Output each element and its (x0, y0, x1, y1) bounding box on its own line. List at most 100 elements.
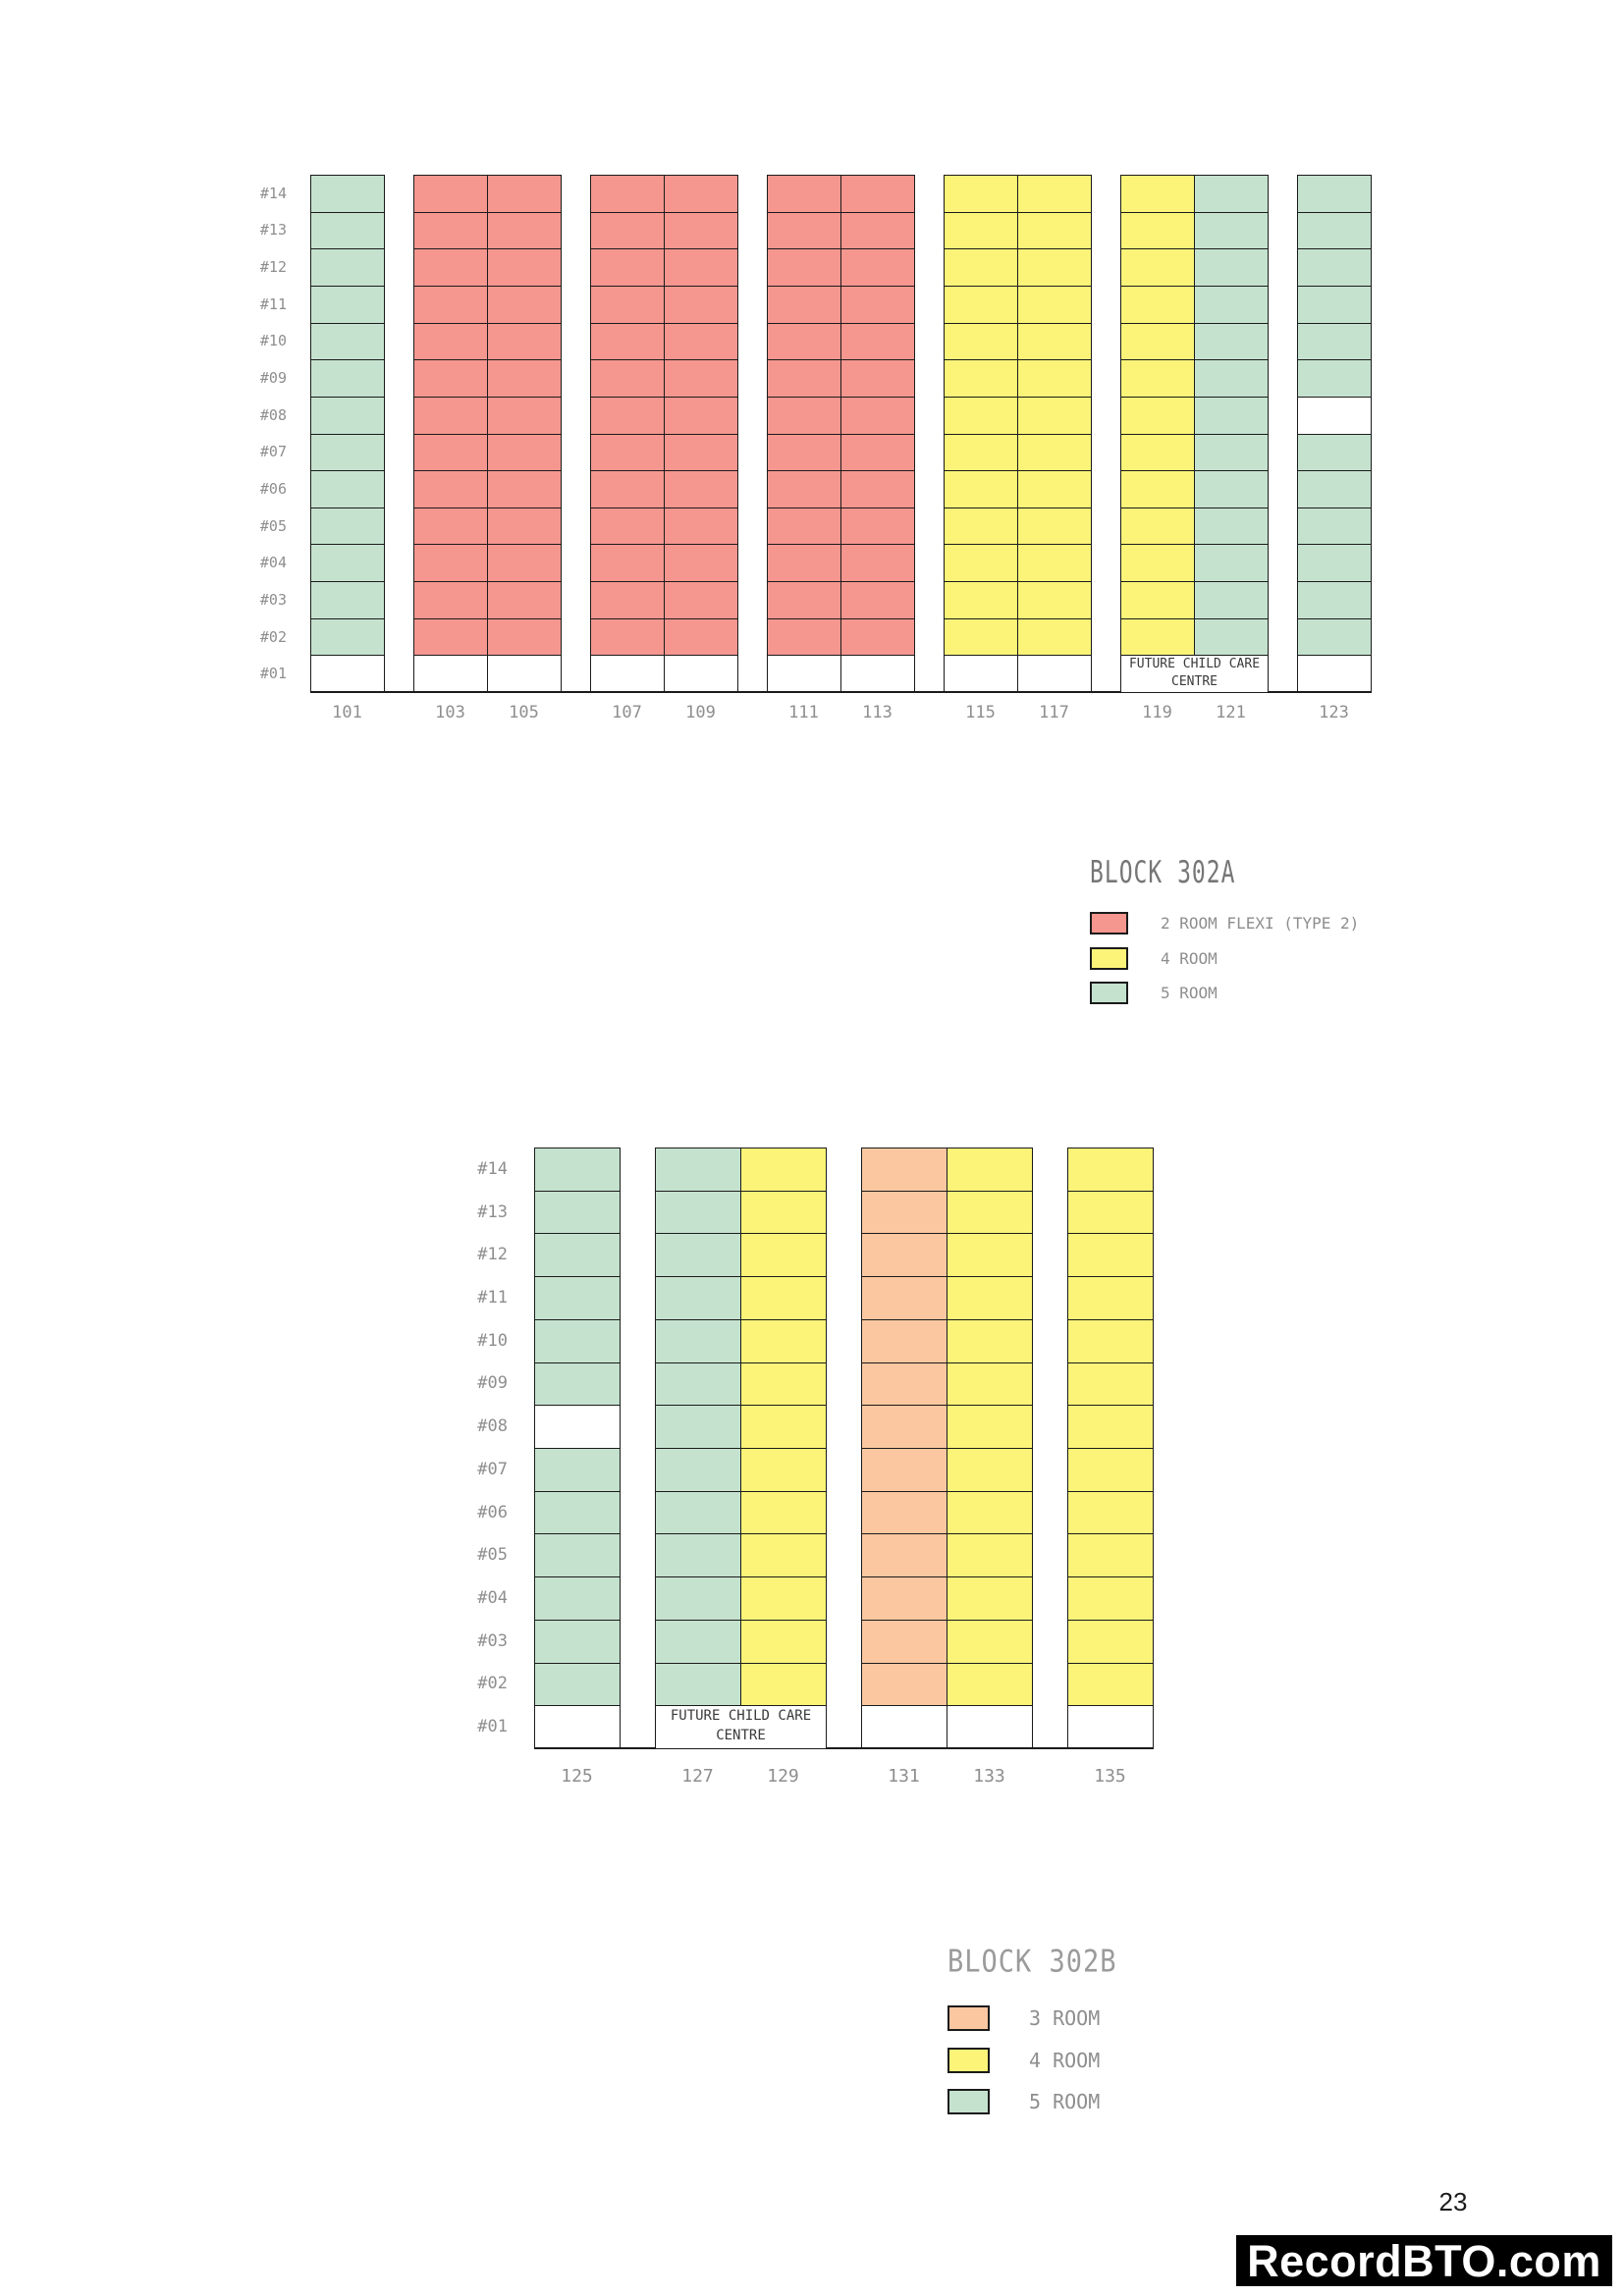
unit-cell (740, 1362, 827, 1406)
floor-label: #10 (477, 1331, 508, 1351)
unit-cell (1297, 618, 1372, 656)
unit-cell (655, 1491, 741, 1534)
unit-cell (1120, 175, 1195, 213)
unit-cell (310, 323, 385, 360)
unit-cell (1297, 470, 1372, 508)
unit-cell (534, 1319, 621, 1363)
unit-cell (840, 212, 915, 249)
unit-cell (1017, 175, 1092, 213)
unit-cell (487, 248, 562, 287)
floor-label: #06 (259, 480, 287, 498)
unit-cell (740, 1620, 827, 1664)
unit-cell (861, 1491, 947, 1534)
unit-cell (664, 397, 738, 435)
empty-unit-cell (534, 1405, 621, 1449)
ground-floor-cell (767, 655, 841, 693)
unit-cell (590, 212, 665, 249)
floor-label: #01 (477, 1717, 508, 1736)
floor-label: #11 (477, 1288, 508, 1308)
unit-cell (1297, 175, 1372, 213)
ground-floor-cell (944, 655, 1018, 693)
legend-block-title: BLOCK 302B (947, 1945, 1117, 1980)
unit-cell (413, 470, 488, 508)
unit-cell (767, 286, 841, 324)
unit-cell (534, 1533, 621, 1577)
unit-cell (487, 212, 562, 249)
unit-cell (1194, 286, 1269, 324)
unit-cell (1120, 470, 1195, 508)
floor-label: #03 (259, 591, 287, 609)
unit-number-label: 103 (435, 703, 465, 722)
unit-number-label: 129 (767, 1766, 799, 1787)
unit-cell (1194, 618, 1269, 656)
unit-cell (590, 248, 665, 287)
legend-swatch-5-room (947, 2089, 990, 2114)
unit-cell (413, 286, 488, 324)
unit-cell (534, 1276, 621, 1320)
unit-cell (664, 286, 738, 324)
unit-cell (1297, 581, 1372, 619)
unit-cell (1194, 359, 1269, 398)
unit-cell (1017, 286, 1092, 324)
unit-cell (947, 1191, 1033, 1234)
unit-cell (413, 175, 488, 213)
unit-cell (944, 323, 1018, 360)
unit-cell (1067, 1276, 1154, 1320)
unit-cell (664, 175, 738, 213)
unit-cell (1194, 544, 1269, 582)
unit-cell (310, 286, 385, 324)
child-care-centre-cell: FUTURE CHILD CARE CENTRE (1120, 655, 1269, 693)
unit-cell (413, 248, 488, 287)
unit-cell (487, 544, 562, 582)
unit-cell (413, 581, 488, 619)
unit-number-label: 119 (1142, 703, 1172, 722)
unit-cell (534, 1620, 621, 1664)
unit-cell (840, 397, 915, 435)
unit-cell (655, 1148, 741, 1192)
legend-label-5-room: 5 ROOM (1161, 984, 1218, 1002)
unit-cell (1297, 323, 1372, 360)
floor-label: #02 (259, 628, 287, 646)
unit-cell (664, 507, 738, 545)
unit-cell (1067, 1405, 1154, 1449)
unit-cell (1017, 507, 1092, 545)
unit-cell (1120, 581, 1195, 619)
unit-cell (947, 1576, 1033, 1621)
unit-cell (944, 618, 1018, 656)
unit-cell (840, 175, 915, 213)
unit-cell (413, 397, 488, 435)
child-care-centre-label: FUTURE CHILD CARE CENTRE (670, 1708, 812, 1743)
unit-cell (1067, 1191, 1154, 1234)
unit-cell (487, 359, 562, 398)
unit-cell (947, 1663, 1033, 1706)
unit-cell (487, 323, 562, 360)
unit-cell (310, 175, 385, 213)
unit-cell (487, 507, 562, 545)
unit-cell (944, 359, 1018, 398)
empty-unit-cell (1297, 397, 1372, 435)
unit-cell (1297, 359, 1372, 398)
unit-number-label: 117 (1039, 703, 1069, 722)
unit-cell (1120, 323, 1195, 360)
unit-cell (1017, 544, 1092, 582)
unit-cell (664, 359, 738, 398)
unit-cell (1067, 1319, 1154, 1363)
unit-cell (1017, 248, 1092, 287)
child-care-centre-cell: FUTURE CHILD CARE CENTRE (655, 1705, 827, 1749)
unit-cell (861, 1148, 947, 1192)
unit-cell (413, 359, 488, 398)
unit-cell (944, 470, 1018, 508)
unit-cell (740, 1191, 827, 1234)
unit-cell (1017, 212, 1092, 249)
unit-cell (487, 286, 562, 324)
unit-cell (1297, 434, 1372, 471)
floor-label: #14 (477, 1159, 508, 1179)
unit-cell (767, 544, 841, 582)
unit-cell (1120, 286, 1195, 324)
unit-cell (655, 1576, 741, 1621)
unit-cell (1297, 507, 1372, 545)
unit-cell (1017, 434, 1092, 471)
unit-cell (590, 434, 665, 471)
unit-cell (947, 1148, 1033, 1192)
